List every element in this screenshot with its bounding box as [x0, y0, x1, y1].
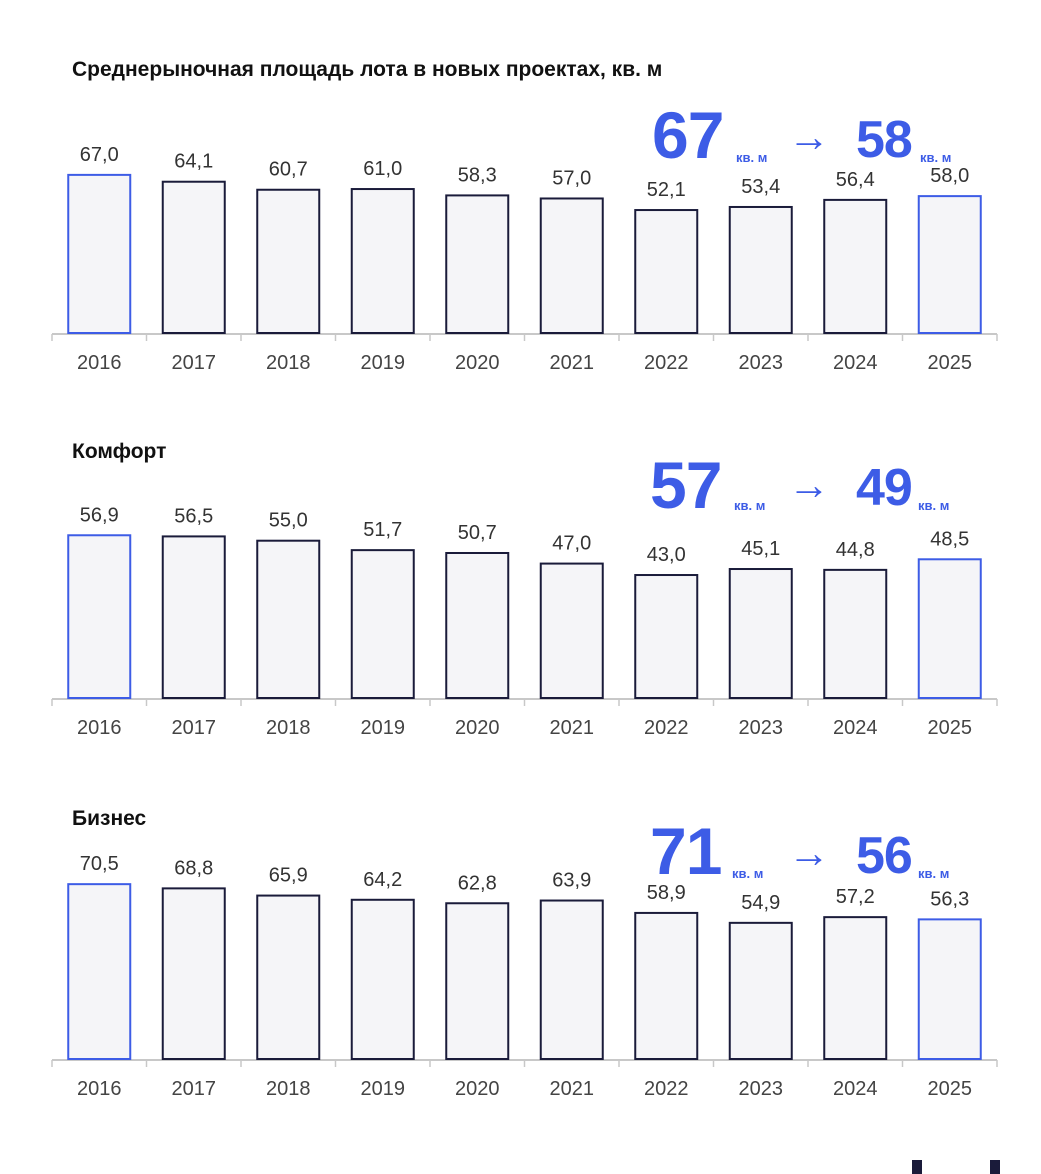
x-tick-label-2020: 2020	[455, 1078, 500, 1100]
data-label-2025: 58,0	[930, 165, 969, 187]
kpi-summary: 71 кв. м → 56 кв. м	[650, 818, 1020, 898]
x-tick-label-2021: 2021	[550, 352, 595, 374]
arrow-right-icon: →	[788, 829, 830, 876]
kpi-to-value: 58	[856, 111, 913, 169]
arrow-right-icon: →	[788, 113, 830, 160]
x-tick-label-2025: 2025	[928, 352, 973, 374]
bar-2023	[728, 921, 793, 1061]
bar-2020	[445, 902, 510, 1060]
x-tick-label-2019: 2019	[361, 1078, 406, 1100]
kpi-from-value: 71	[650, 814, 722, 888]
x-tick-label-2016: 2016	[77, 1078, 122, 1100]
x-tick-label-2023: 2023	[739, 1078, 784, 1100]
data-label-2017: 68,8	[174, 857, 213, 879]
kpi-to-unit: кв. м	[918, 866, 950, 881]
data-label-2020: 62,8	[458, 872, 497, 894]
bar-chart-business: 70,5 2016 68,8 2017 65,9 2018 64,2 2019 62,8 2020…	[51, 853, 998, 1100]
bar-2018	[256, 894, 321, 1060]
data-label-2021: 57,0	[552, 167, 591, 189]
kpi-from-unit: кв. м	[734, 498, 766, 513]
kpi-to-unit: кв. м	[918, 498, 950, 513]
bar-2025	[917, 195, 982, 334]
bar-2022	[634, 209, 699, 335]
arrow-right-icon: →	[788, 461, 830, 508]
data-label-2024: 56,4	[836, 169, 875, 191]
data-label-2021: 63,9	[552, 870, 591, 892]
x-tick-label-2020: 2020	[455, 352, 500, 374]
x-tick-label-2016: 2016	[77, 352, 122, 374]
bar-2023	[728, 205, 793, 334]
kpi-summary: 67 кв. м → 58 кв. м	[650, 102, 1020, 182]
data-label-2017: 64,1	[174, 151, 213, 173]
bar-2020	[445, 194, 510, 334]
data-label-2022: 52,1	[647, 179, 686, 201]
data-label-2018: 60,7	[269, 159, 308, 181]
data-label-2018: 65,9	[269, 865, 308, 887]
data-label-2019: 61,0	[363, 158, 402, 180]
data-label-2020: 58,3	[458, 164, 497, 186]
bar-chart-overall: 67,0 2016 64,1 2017 60,7 2018 61,0 2019 58,3 2020…	[51, 144, 998, 374]
bar-2017	[161, 180, 226, 334]
data-label-2023: 53,4	[741, 176, 780, 198]
chart-title: Комфорт	[72, 440, 167, 463]
kpi-to-unit: кв. м	[920, 150, 952, 165]
x-tick-label-2024: 2024	[833, 1078, 878, 1100]
x-tick-label-2018: 2018	[266, 1078, 311, 1100]
x-tick-label-2017: 2017	[172, 352, 217, 374]
bar-2024	[823, 916, 888, 1060]
x-tick-label-2023: 2023	[739, 352, 784, 374]
brand-logo-fragment	[912, 1160, 922, 1174]
x-tick-label-2022: 2022	[644, 1078, 689, 1100]
kpi-from-unit: кв. м	[736, 150, 768, 165]
x-tick-label-2025: 2025	[928, 1078, 973, 1100]
x-tick-label-2024: 2024	[833, 352, 878, 374]
bar-2024	[823, 198, 888, 334]
kpi-from-value: 57	[650, 448, 722, 522]
bar-2021	[539, 899, 604, 1061]
x-tick-label-2017: 2017	[172, 1078, 217, 1100]
x-tick-label-2021: 2021	[550, 1078, 595, 1100]
bar-2022	[634, 911, 699, 1060]
kpi-from-unit: кв. м	[732, 866, 764, 881]
chart-title: Среднерыночная площадь лота в новых прое…	[72, 58, 663, 81]
kpi-summary: 57 кв. м → 49 кв. м	[650, 452, 1020, 532]
chart-panel-business: Бизнес 71 кв. м → 56 кв. м 70,5 2016 68,8 2…	[51, 807, 1020, 1100]
bar-2017	[161, 887, 226, 1060]
chart-title: Бизнес	[72, 807, 147, 830]
data-label-2016: 67,0	[80, 144, 119, 166]
kpi-to-value: 49	[856, 459, 913, 517]
bar-2025	[917, 918, 982, 1060]
x-tick-label-2019: 2019	[361, 352, 406, 374]
bar-2021	[539, 197, 604, 334]
data-label-2019: 64,2	[363, 869, 402, 891]
bar-2018	[256, 188, 321, 334]
data-label-2016: 70,5	[80, 853, 119, 875]
bar-2016	[67, 173, 132, 334]
brand-logo-fragment	[990, 1160, 1000, 1174]
kpi-to-value: 56	[856, 827, 913, 885]
bar-2019	[350, 898, 415, 1060]
bar-2016	[67, 883, 132, 1060]
chart-panel-overall: Среднерыночная площадь лота в новых прое…	[0, 0, 1041, 390]
bar-2019	[350, 188, 415, 334]
x-tick-label-2022: 2022	[644, 352, 689, 374]
x-tick-label-2018: 2018	[266, 352, 311, 374]
kpi-from-value: 67	[652, 98, 724, 172]
